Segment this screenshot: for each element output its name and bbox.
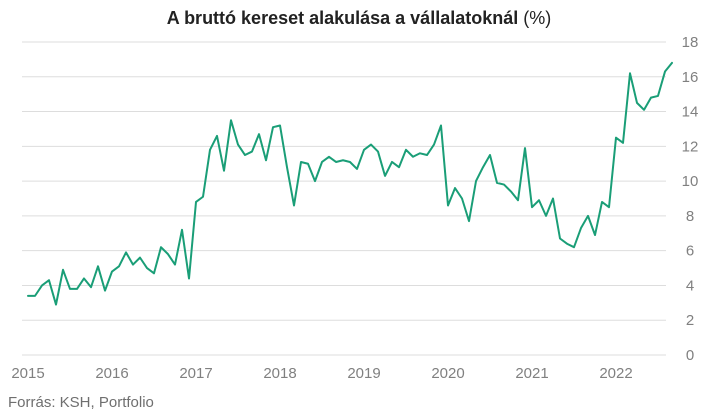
y-tick-label: 2 [686,312,694,329]
y-axis-ticks: 0 2 4 6 8 10 12 14 16 18 [682,34,699,364]
x-tick-label: 2016 [95,365,128,382]
y-tick-label: 10 [682,173,699,190]
gridlines [22,41,666,356]
chart-title: A bruttó kereset alakulása a vállalatokn… [0,8,718,29]
y-tick-label: 8 [686,208,694,225]
y-tick-label: 12 [682,138,699,155]
y-tick-label: 0 [686,347,694,364]
x-tick-label: 2019 [347,365,380,382]
y-tick-label: 16 [682,69,699,86]
x-axis-ticks: 2015 2016 2017 2018 2019 2020 2021 2022 [11,365,632,382]
y-tick-label: 14 [682,104,699,121]
x-tick-label: 2021 [515,365,548,382]
source-note: Forrás: KSH, Portfolio [8,394,154,411]
x-tick-label: 2017 [179,365,212,382]
y-tick-label: 6 [686,243,694,260]
chart-title-unit: (%) [523,8,552,28]
chart-title-text: A bruttó kereset alakulása a vállalatokn… [166,8,519,28]
x-tick-label: 2018 [263,365,296,382]
series-line [27,61,673,306]
y-tick-label: 4 [686,277,694,294]
x-tick-label: 2015 [11,365,44,382]
x-tick-label: 2020 [431,365,464,382]
x-tick-label: 2022 [599,365,632,382]
y-tick-label: 18 [682,34,699,51]
